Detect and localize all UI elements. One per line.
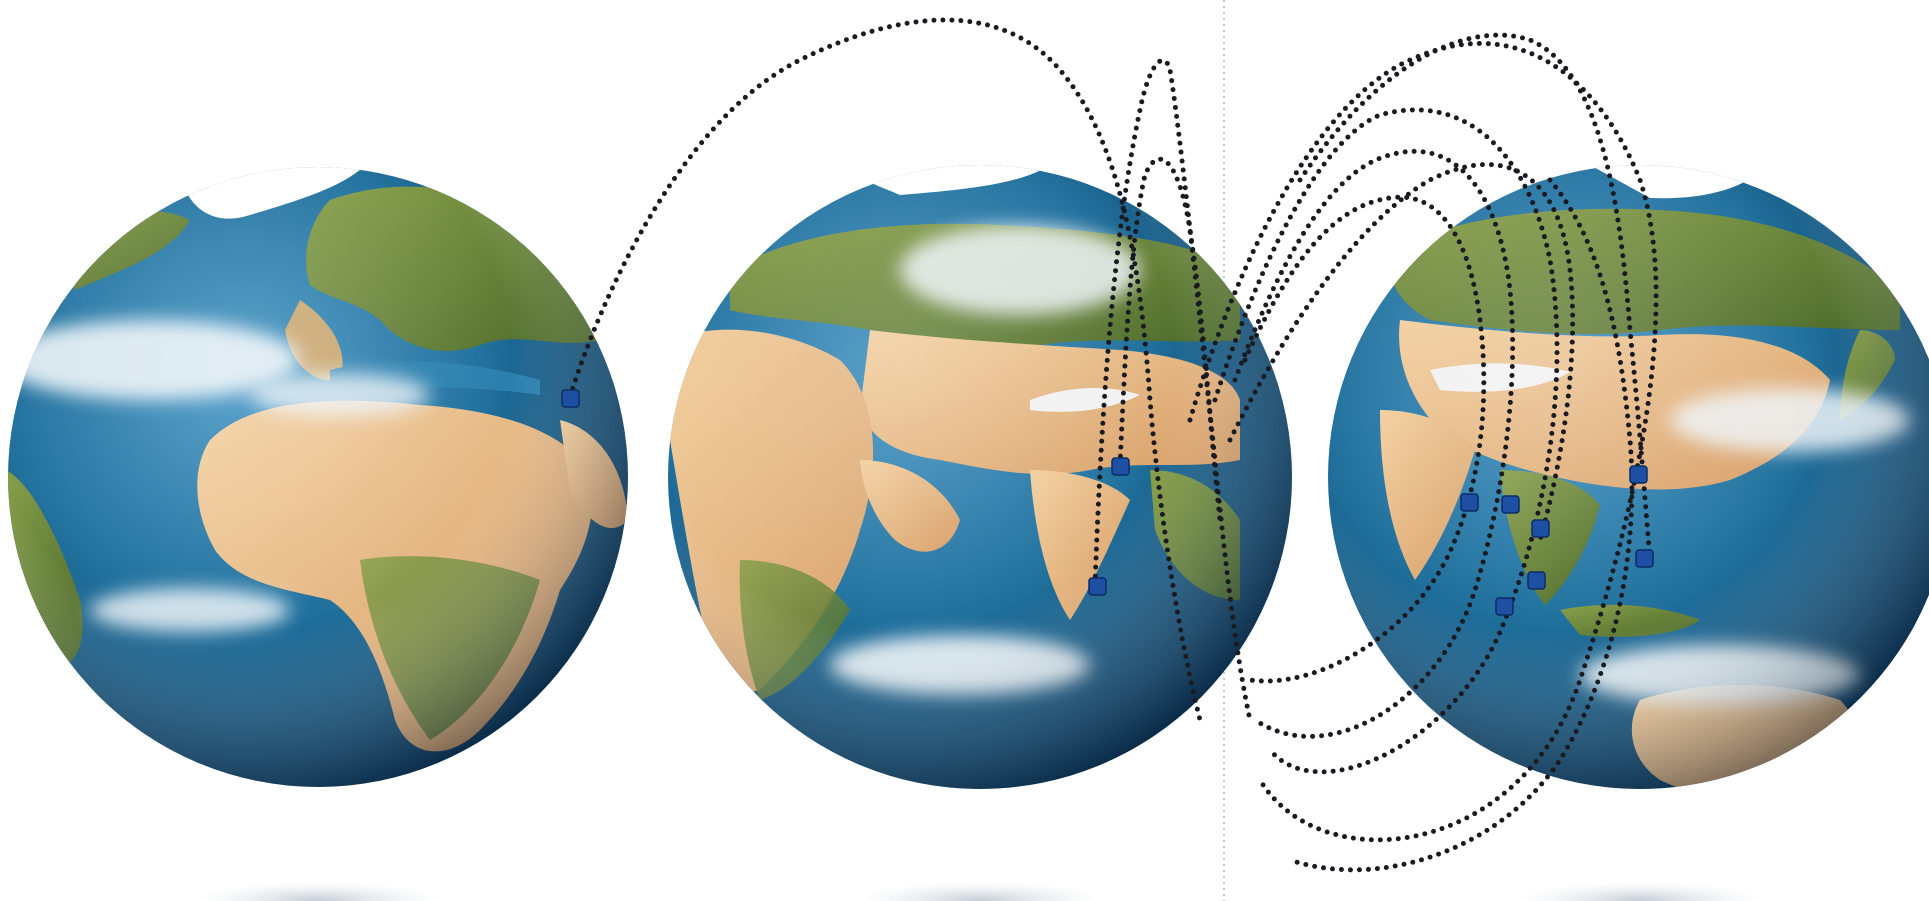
- marker-8: [1495, 597, 1514, 616]
- marker-2: [1111, 457, 1130, 476]
- globe-east-asia-australia: [1328, 165, 1929, 789]
- marker-9: [1629, 465, 1648, 484]
- marker-10: [1635, 549, 1654, 568]
- route-10: [1287, 177, 1635, 873]
- route-8: [1227, 162, 1576, 543]
- route-4: [1187, 41, 1659, 843]
- route-7: [1242, 194, 1487, 684]
- marker-7: [1527, 571, 1546, 590]
- marker-3: [1088, 577, 1107, 596]
- route-9: [1297, 32, 1653, 563]
- migration-routes: [567, 17, 1659, 873]
- globe-3-shadow: [1520, 882, 1760, 901]
- route-6: [1232, 148, 1516, 739]
- route-2: [1092, 57, 1253, 723]
- marker-1: [561, 389, 580, 408]
- marker-6: [1531, 519, 1550, 538]
- globe-eurasia-india: [668, 165, 1292, 789]
- globe-2-shadow: [860, 882, 1100, 901]
- globe-1-shadow: [198, 882, 438, 901]
- marker-4: [1460, 493, 1479, 512]
- route-3: [1117, 156, 1223, 523]
- globe-africa-europe: [8, 167, 628, 787]
- marker-5: [1501, 495, 1520, 514]
- route-5: [1212, 107, 1560, 775]
- location-markers: [561, 389, 1654, 616]
